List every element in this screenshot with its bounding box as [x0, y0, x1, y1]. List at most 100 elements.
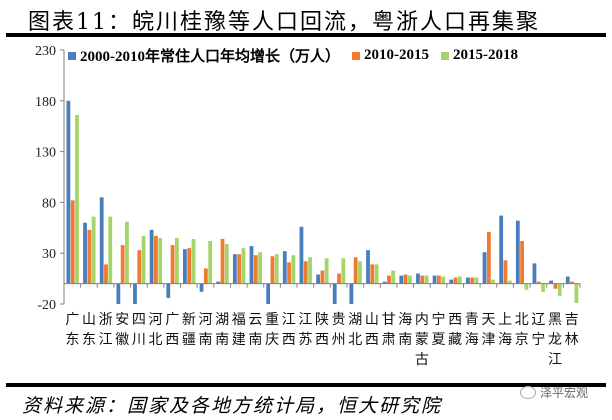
- bar: [108, 216, 113, 284]
- x-tick-label: 河: [149, 312, 163, 328]
- x-tick-label: 安: [115, 312, 129, 328]
- bar: [382, 281, 387, 284]
- bar: [565, 276, 570, 284]
- x-tick-label: 建: [232, 332, 246, 348]
- bar: [532, 263, 537, 284]
- bar: [120, 245, 125, 284]
- bar: [258, 252, 262, 284]
- bar: [515, 220, 520, 284]
- x-tick-label: 上: [498, 312, 512, 328]
- bar: [349, 283, 354, 304]
- y-tick-label: 230: [35, 44, 56, 59]
- bar: [387, 275, 391, 284]
- bar: [316, 274, 320, 284]
- x-tick-label: 津: [481, 332, 495, 348]
- x-tick-label: 川: [132, 333, 146, 348]
- x-tick-label: 南: [198, 332, 212, 348]
- bar: [507, 280, 512, 284]
- x-tick-label: 江: [548, 352, 562, 368]
- x-tick-label: 疆: [182, 333, 196, 348]
- bar: [291, 255, 296, 284]
- x-tick-label: 江: [298, 312, 312, 328]
- bar: [499, 215, 504, 284]
- x-tick-label: 京: [515, 332, 529, 348]
- bar: [408, 275, 412, 284]
- bar: [308, 257, 312, 284]
- bar: [249, 246, 254, 284]
- bar: [83, 222, 87, 284]
- legend-item-series-1: 2000-2010年常住人口年均增长（万人）: [68, 45, 340, 66]
- bar: [253, 255, 258, 284]
- bar: [341, 258, 346, 284]
- x-tick-label: 南: [215, 332, 229, 348]
- bar: [104, 264, 108, 284]
- x-tick-label: 陕: [315, 312, 329, 328]
- bar: [158, 237, 163, 284]
- bar: [482, 252, 487, 284]
- bar: [574, 283, 579, 303]
- bar: [99, 197, 104, 284]
- bar: [465, 277, 470, 284]
- x-tick-label: 内: [415, 312, 429, 328]
- x-tick-label: 海: [465, 332, 479, 348]
- x-tick-label: 古: [415, 352, 429, 368]
- bar: [203, 268, 208, 284]
- bar: [324, 258, 329, 284]
- chart-title: 图表11：皖川桂豫等人口回流，粤浙人口再集聚: [28, 10, 540, 35]
- watermark: 泽平宏观: [520, 384, 588, 401]
- bar: [470, 277, 475, 284]
- bar: [436, 275, 441, 284]
- bar: [199, 283, 204, 292]
- x-tick-label: 重: [265, 312, 279, 328]
- bar: [91, 216, 96, 284]
- bar: [75, 115, 79, 284]
- bar-series: [66, 100, 579, 304]
- x-tick-label: 天: [481, 313, 495, 328]
- x-tick-label: 蒙: [415, 332, 429, 348]
- bar: [70, 200, 75, 284]
- x-tick-label: 福: [232, 312, 246, 328]
- x-tick-label: 北: [515, 312, 529, 328]
- x-tick-label: 广: [165, 312, 179, 328]
- bar: [503, 260, 508, 284]
- x-tick-label: 河: [198, 312, 212, 328]
- x-tick-label: 西: [315, 333, 329, 348]
- x-tick-label: 江: [282, 312, 296, 328]
- bar: [66, 100, 71, 284]
- legend-label: 2010-2015: [364, 47, 429, 63]
- bar: [536, 281, 541, 284]
- x-tick-label: 吉: [565, 312, 579, 328]
- bar: [174, 237, 179, 284]
- title-divider: [6, 33, 606, 37]
- x-tick-label: 云: [248, 313, 262, 328]
- x-tick-label: 贵: [332, 312, 346, 328]
- x-tick-label: 苏: [298, 332, 312, 348]
- x-tick-label: 海: [498, 332, 512, 348]
- footer-divider: [6, 383, 606, 387]
- bar: [183, 249, 187, 284]
- bar: [220, 238, 225, 284]
- bar: [557, 283, 562, 296]
- bar: [370, 264, 375, 284]
- bar: [391, 270, 396, 284]
- bar: [266, 283, 271, 304]
- bar: [282, 251, 287, 284]
- x-tick-label: 东: [65, 332, 79, 348]
- bar: [474, 277, 479, 284]
- bar: [208, 241, 213, 284]
- x-tick-label: 庆: [265, 332, 279, 348]
- bar: [416, 273, 420, 284]
- bar: [125, 221, 129, 284]
- bar: [216, 281, 221, 284]
- y-tick-label: 80: [42, 196, 56, 211]
- x-tick-label: 黑: [548, 313, 562, 328]
- bar: [520, 241, 525, 284]
- x-tick-label: 湖: [348, 312, 362, 328]
- x-tick-label: 徽: [115, 332, 129, 348]
- bar: [432, 275, 437, 284]
- chart-legend: 2000-2010年常住人口年均增长（万人） 2010-2015 2015-20…: [68, 45, 518, 66]
- bar: [287, 262, 291, 284]
- bar: [116, 283, 121, 304]
- x-tick-label: 南: [248, 332, 262, 348]
- bar: [337, 273, 341, 284]
